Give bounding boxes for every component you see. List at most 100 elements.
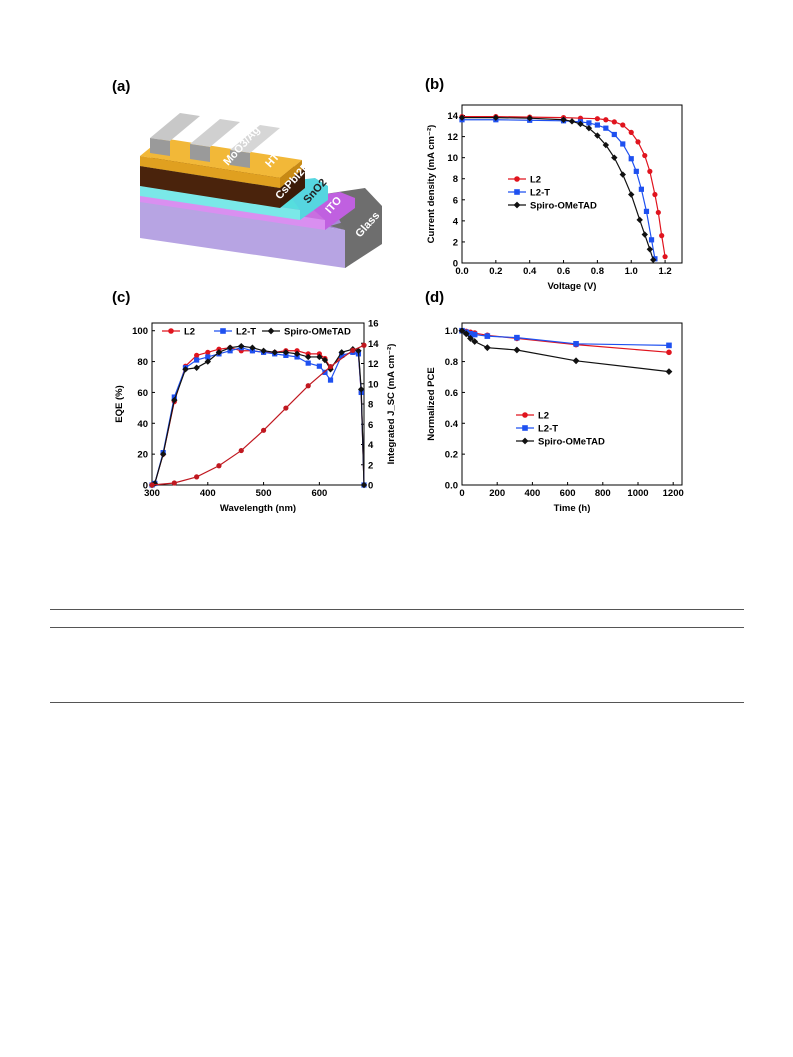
panel-label-d: (d) xyxy=(425,289,445,306)
y-tick-label: 0.6 xyxy=(445,388,458,399)
data-point xyxy=(620,122,626,128)
y-tick-label: 0.2 xyxy=(445,450,458,461)
y-tick-label: 6 xyxy=(453,195,458,206)
perovskite-side xyxy=(280,168,305,208)
legend-marker xyxy=(267,327,275,335)
electrode-strip-1-front xyxy=(150,138,170,156)
data-point xyxy=(492,114,500,121)
data-point xyxy=(171,396,178,404)
x-tick-label: 600 xyxy=(311,488,327,499)
y-tick-label: 14 xyxy=(447,111,458,122)
table-rule-top xyxy=(50,609,744,610)
data-point xyxy=(283,405,289,411)
x-tick-label: 0.6 xyxy=(557,266,570,277)
data-point xyxy=(603,117,609,123)
data-point xyxy=(194,357,200,363)
y-tick-label: 0.0 xyxy=(445,481,458,492)
y-tick-label: 4 xyxy=(453,216,459,227)
series-l2-t xyxy=(459,117,658,262)
eqe-chart: 300 400 500 600 0 20 40 60 80 100 0 2 4 6 8 10 12 14 16 Wav… xyxy=(114,319,397,515)
data-point xyxy=(327,377,334,383)
x-axis-label: Time (h) xyxy=(554,503,591,514)
data-point xyxy=(628,129,634,135)
x-tick-label: 1000 xyxy=(627,488,648,499)
data-point xyxy=(652,191,658,198)
x-axis-label: Voltage (V) xyxy=(548,281,597,292)
htm-side xyxy=(280,160,302,188)
htm-top xyxy=(140,138,302,178)
data-point xyxy=(194,352,200,358)
y2-tick-label: 0 xyxy=(368,481,373,492)
y2-axis-label: Integrated J_SC (mA cm⁻²) xyxy=(386,344,397,465)
htm-front xyxy=(140,156,280,188)
y-tick-label: 1.0 xyxy=(445,326,458,337)
data-point xyxy=(205,354,211,360)
x-tick-label: 500 xyxy=(256,488,272,499)
data-point xyxy=(636,216,643,224)
data-point xyxy=(321,356,329,364)
data-point xyxy=(260,347,267,354)
legend-label: L2 xyxy=(184,327,195,338)
data-point xyxy=(194,474,200,480)
x-tick-label: 200 xyxy=(489,488,505,499)
data-point xyxy=(151,480,158,487)
legend-marker xyxy=(522,412,528,418)
electrode-strip-2 xyxy=(190,119,240,147)
legend-label: L2 xyxy=(530,175,541,186)
x-tick-label: 0.0 xyxy=(455,266,468,277)
data-point xyxy=(182,366,189,373)
series-l2 xyxy=(459,327,672,356)
legend-marker xyxy=(220,328,226,334)
x-tick-label: 0.2 xyxy=(489,266,502,277)
y2-tick-label: 8 xyxy=(368,400,373,411)
x-tick-label: 0 xyxy=(459,488,464,499)
data-point xyxy=(458,114,466,121)
legend-label: Spiro-OMeTAD xyxy=(538,437,605,448)
perovskite-front xyxy=(140,166,280,208)
series-spiro-ometad xyxy=(458,327,673,375)
data-point xyxy=(238,342,245,350)
data-point xyxy=(594,116,600,122)
data-point xyxy=(585,124,593,132)
data-point xyxy=(659,233,665,239)
data-point xyxy=(305,353,312,361)
series-integrated-jsc xyxy=(149,342,367,488)
y-tick-label: 60 xyxy=(137,388,148,399)
y-axis-label: Normalized PCE xyxy=(426,367,437,440)
y-tick-label: 2 xyxy=(453,237,458,248)
legend-label: L2-T xyxy=(530,188,550,199)
plot-frame xyxy=(461,104,683,264)
data-point xyxy=(648,237,655,243)
legend-marker xyxy=(513,201,521,209)
series-l2 xyxy=(459,113,668,260)
data-point xyxy=(665,368,673,375)
y-tick-label: 0 xyxy=(453,259,458,270)
y-tick-label: 0 xyxy=(143,481,148,492)
glass-front xyxy=(140,200,345,268)
panel-label-c: (c) xyxy=(112,289,131,306)
data-point xyxy=(643,208,650,214)
electrode-strip-3-front xyxy=(230,150,250,168)
data-point xyxy=(171,480,177,486)
data-point xyxy=(205,349,211,355)
jv-curve-chart: 0.0 0.2 0.4 0.6 0.8 1.0 1.2 0 2 4 6 8 10 12 14 Voltage … xyxy=(426,104,683,292)
data-point xyxy=(647,168,653,174)
data-point xyxy=(646,246,654,253)
data-point xyxy=(483,344,491,352)
x-tick-label: 400 xyxy=(200,488,216,499)
data-point xyxy=(316,353,323,361)
data-point xyxy=(666,342,672,349)
series-l2-t xyxy=(149,345,367,488)
y-tick-label: 10 xyxy=(447,153,458,164)
data-point xyxy=(568,118,576,125)
electrode-strip-3 xyxy=(230,125,280,153)
x-tick-label: 1.2 xyxy=(658,266,671,277)
y2-tick-label: 2 xyxy=(368,460,373,471)
data-point xyxy=(316,363,322,369)
data-point xyxy=(471,331,478,338)
series-line xyxy=(462,115,666,257)
data-point xyxy=(642,152,648,159)
data-point xyxy=(633,168,639,174)
x-tick-label: 800 xyxy=(595,488,611,499)
x-tick-label: 400 xyxy=(524,488,540,499)
